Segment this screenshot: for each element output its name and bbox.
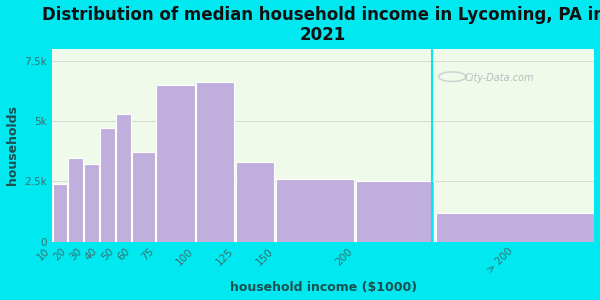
Bar <box>100 128 115 242</box>
Bar <box>276 179 354 242</box>
Bar <box>53 184 67 242</box>
Bar <box>356 181 434 242</box>
Bar <box>133 152 155 242</box>
Bar <box>196 82 235 242</box>
Bar <box>85 164 99 242</box>
Bar <box>436 213 593 242</box>
Y-axis label: households: households <box>5 105 19 185</box>
Bar <box>68 158 83 242</box>
Bar <box>236 162 274 242</box>
X-axis label: household income ($1000): household income ($1000) <box>230 281 416 294</box>
Title: Distribution of median household income in Lycoming, PA in
2021: Distribution of median household income … <box>41 6 600 44</box>
Bar <box>116 114 131 242</box>
Bar <box>156 85 194 242</box>
Text: City-Data.com: City-Data.com <box>464 73 534 82</box>
